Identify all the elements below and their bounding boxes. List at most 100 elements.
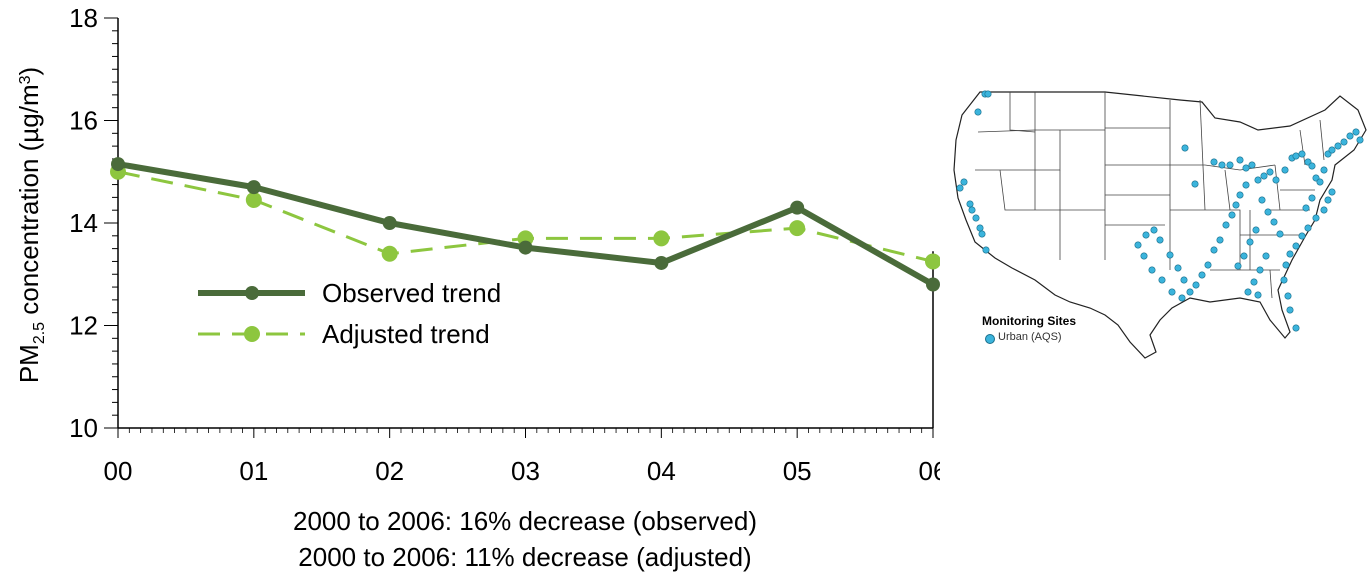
y-tick-label: 14	[69, 208, 98, 238]
monitoring-site	[1328, 188, 1336, 196]
monitoring-site	[1140, 252, 1148, 260]
y-axis-label-part: PM	[14, 344, 44, 383]
chart-legend: Observed trend Adjusted trend	[198, 278, 501, 349]
monitoring-site	[1181, 144, 1189, 152]
x-tick-label: 05	[783, 456, 812, 486]
observed-trend-point	[926, 277, 940, 292]
x-tick-label: 03	[511, 456, 540, 486]
observed-legend-label: Observed trend	[322, 278, 501, 308]
monitoring-site	[1262, 252, 1270, 260]
observed-legend-marker	[245, 286, 259, 300]
chart-lines	[110, 157, 940, 292]
monitoring-site	[1222, 221, 1230, 229]
y-tick-label: 18	[69, 3, 98, 33]
monitoring-site	[956, 184, 964, 192]
monitoring-site	[1242, 181, 1250, 189]
monitoring-site	[1192, 281, 1200, 289]
monitoring-site	[1198, 271, 1206, 279]
monitoring-site	[972, 214, 980, 222]
y-tick-label: 16	[69, 106, 98, 136]
monitoring-site	[1312, 214, 1320, 222]
x-tick-label: 06	[919, 456, 940, 486]
monitoring-site	[1258, 196, 1266, 204]
monitoring-site	[1216, 236, 1224, 244]
monitoring-site	[968, 206, 976, 214]
monitoring-site	[1166, 251, 1174, 259]
monitoring-site	[1244, 288, 1252, 296]
adjusted-trend-point	[245, 191, 262, 208]
monitoring-site	[1316, 178, 1324, 186]
monitoring-site	[1308, 162, 1316, 170]
y-axis-label-part: 2.5	[31, 322, 48, 344]
observed-trend-point	[382, 216, 397, 230]
y-tick-label: 10	[69, 413, 98, 443]
monitoring-site	[1298, 150, 1306, 158]
observed-trend-line	[117, 161, 935, 288]
monitoring-site	[960, 178, 968, 186]
y-axis-label-part: concentration (µg/m	[14, 84, 44, 322]
monitoring-site	[1281, 166, 1289, 174]
monitoring-site	[1254, 176, 1262, 184]
monitoring-site	[1264, 208, 1272, 216]
monitoring-site	[1302, 204, 1310, 212]
monitoring-site	[1150, 226, 1158, 234]
x-tick-label: 02	[375, 456, 404, 486]
monitoring-site	[1292, 152, 1300, 160]
adjusted-trend-point	[925, 253, 940, 270]
monitoring-site	[1282, 261, 1290, 269]
adjusted-trend-point	[789, 220, 806, 237]
monitoring-site	[1168, 288, 1176, 296]
observed-caption: 2000 to 2006: 16% decrease (observed)	[293, 506, 757, 536]
monitoring-site	[1256, 266, 1264, 274]
monitoring-site	[1142, 231, 1150, 239]
y-tick-label: 12	[69, 311, 98, 341]
monitoring-site	[976, 224, 984, 232]
chart-axes: 10 12 14 16 18 00 01 02 03 04 05 06	[69, 3, 940, 486]
monitoring-site	[974, 108, 982, 116]
adjusted-legend-label: Adjusted trend	[322, 319, 490, 349]
monitoring-site	[1248, 161, 1256, 169]
monitoring-site	[978, 230, 986, 238]
monitoring-site	[1320, 166, 1328, 174]
monitoring-site	[1228, 211, 1236, 219]
y-axis-label: PM2.5 concentration (µg/m3)	[14, 67, 48, 383]
monitoring-site	[1308, 194, 1316, 202]
line-chart: 10 12 14 16 18 00 01 02 03 04 05 06 Observed trend A…	[14, 3, 940, 486]
us-map-graphic	[953, 90, 1367, 359]
monitoring-site	[1204, 261, 1212, 269]
monitoring-site	[1191, 180, 1199, 188]
monitoring-site	[1158, 276, 1166, 284]
x-tick-label: 04	[647, 456, 676, 486]
monitoring-site	[1280, 276, 1288, 284]
monitoring-site	[1174, 264, 1182, 272]
monitoring-site	[1286, 250, 1294, 258]
monitoring-site	[1242, 164, 1250, 172]
monitoring-site	[1210, 246, 1218, 254]
x-tick-label: 01	[239, 456, 268, 486]
state-borders	[975, 92, 1325, 299]
adjusted-caption: 2000 to 2006: 11% decrease (adjusted)	[298, 542, 752, 572]
y-axis-label-part: 3	[17, 75, 34, 84]
monitoring-site	[982, 246, 990, 254]
monitoring-site	[1266, 168, 1274, 176]
monitoring-site	[1254, 291, 1262, 299]
monitoring-site	[1180, 276, 1188, 284]
observed-trend-point	[111, 157, 125, 172]
monitoring-site	[1148, 266, 1156, 274]
monitoring-site	[1260, 172, 1268, 180]
monitoring-site	[1304, 224, 1312, 232]
monitoring-site	[1272, 176, 1280, 184]
monitoring-site	[1270, 218, 1278, 226]
monitoring-site	[1234, 262, 1242, 270]
adjusted-trend-point	[653, 230, 670, 247]
monitoring-site	[1292, 324, 1300, 332]
monitoring-site	[1334, 142, 1342, 150]
map-legend-item: Urban (AQS)	[998, 331, 1062, 343]
monitoring-site	[1232, 201, 1240, 209]
monitoring-site	[1346, 132, 1354, 140]
us-monitoring-map	[940, 70, 1372, 400]
adjusted-trend-point	[381, 245, 398, 262]
monitoring-site	[1292, 242, 1300, 250]
monitoring-site	[1218, 161, 1226, 169]
monitoring-site	[1178, 294, 1186, 302]
